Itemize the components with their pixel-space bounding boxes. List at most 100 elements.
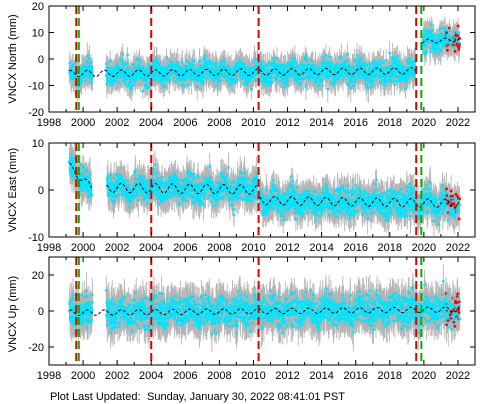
north-observation-point	[200, 77, 204, 81]
north-observation-point	[367, 86, 370, 90]
north-observation-point	[424, 52, 428, 56]
north-observation-point	[347, 84, 350, 88]
north-observation-point	[89, 80, 93, 84]
north-observation-point	[174, 80, 178, 84]
north-observation-point	[138, 59, 142, 63]
north-observation-point	[443, 45, 447, 49]
north-observation-point	[87, 62, 90, 66]
north-observation-point	[436, 52, 440, 56]
east-plot-area	[68, 143, 462, 237]
north-observation-point	[285, 83, 289, 87]
north-observation-point	[394, 59, 398, 63]
north-observation-point	[250, 87, 254, 91]
north-observation-point	[214, 65, 218, 68]
north-observation-point	[371, 83, 375, 87]
north-observation-point	[430, 29, 434, 32]
north-observation-point	[260, 60, 264, 64]
north-observation-point	[150, 74, 154, 78]
north-observation-point	[452, 30, 456, 34]
north-observation-point	[154, 78, 158, 81]
north-observation-point	[312, 76, 316, 80]
north-observation-point	[441, 34, 445, 38]
north-y-tick-label: 0	[38, 54, 44, 66]
north-observation-point	[270, 81, 273, 85]
north-observation-point	[404, 75, 408, 78]
north-observation-point	[159, 80, 163, 84]
north-observation-point	[456, 34, 460, 38]
north-observation-point	[230, 81, 234, 84]
north-observation-point	[143, 69, 146, 73]
north-observation-point	[88, 75, 92, 78]
north-observation-point	[368, 65, 372, 69]
north-x-tick-label: 2010	[241, 117, 265, 129]
north-observation-point	[73, 62, 77, 65]
north-observation-point	[358, 76, 362, 80]
north-observation-point	[396, 54, 400, 58]
north-observation-point	[235, 78, 239, 82]
north-observation-point	[283, 64, 287, 67]
north-observation-point	[115, 77, 119, 81]
north-observation-point	[135, 58, 139, 61]
north-observation-point	[121, 64, 125, 68]
north-observation-point	[71, 64, 75, 68]
north-observation-point	[281, 78, 285, 82]
north-observation-point	[185, 59, 189, 63]
north-observation-point	[141, 66, 145, 70]
north-model-fit-segment	[421, 37, 460, 44]
north-observation-point	[445, 31, 448, 34]
north-observation-point	[379, 76, 383, 80]
north-observation-point	[424, 49, 428, 53]
north-x-tick-label: 2008	[207, 117, 231, 129]
north-observation-point	[371, 74, 374, 78]
north-observation-point	[447, 34, 451, 38]
north-observation-point	[445, 48, 449, 52]
north-observation-point	[147, 85, 151, 89]
north-observation-point	[111, 81, 115, 85]
north-y-tick-label: 10	[32, 28, 44, 40]
north-x-tick-label: 2016	[343, 117, 367, 129]
north-observation-point	[379, 81, 383, 85]
north-observation-point	[244, 78, 248, 81]
north-observation-point	[291, 61, 295, 65]
north-observation-point	[145, 84, 148, 87]
north-observation-point	[125, 62, 129, 66]
north-observation-point	[158, 62, 161, 65]
north-observation-point	[352, 65, 356, 69]
north-observation-point	[448, 28, 452, 32]
north-observation-point	[128, 83, 132, 86]
north-observation-point	[169, 73, 173, 77]
north-observation-point	[432, 48, 436, 52]
north-observation-point	[451, 43, 455, 47]
north-observation-point	[402, 65, 406, 68]
north-observation-point	[349, 69, 352, 72]
north-observation-point	[428, 40, 432, 44]
north-observation-point	[323, 59, 326, 63]
north-observation-point	[456, 31, 460, 35]
north-observation-point	[370, 76, 374, 80]
north-observation-point	[216, 68, 219, 72]
north-observation-point	[132, 62, 136, 66]
north-observation-point	[201, 82, 205, 86]
north-model-fit-segment	[69, 67, 416, 78]
north-observation-point	[117, 81, 121, 85]
north-observation-point	[166, 74, 169, 78]
north-observation-point	[259, 79, 263, 83]
north-observation-point	[325, 74, 328, 78]
north-observation-point	[412, 63, 416, 66]
north-observation-point	[234, 74, 238, 78]
north-observation-point	[387, 79, 391, 82]
north-observation-point	[321, 55, 325, 59]
north-x-tick-label: 2002	[105, 117, 129, 129]
north-observation-point	[308, 78, 312, 81]
north-observation-point	[139, 77, 143, 80]
north-observation-point	[157, 74, 160, 78]
north-observation-point	[245, 83, 249, 87]
north-observation-point	[190, 78, 194, 82]
north-observation-point	[428, 47, 432, 51]
north-observation-point	[272, 56, 275, 60]
north-observation-point	[438, 47, 441, 51]
north-observation-point	[110, 83, 113, 87]
east-ylabel: VNCX East (mm)	[7, 148, 19, 232]
north-observation-point	[175, 63, 179, 67]
